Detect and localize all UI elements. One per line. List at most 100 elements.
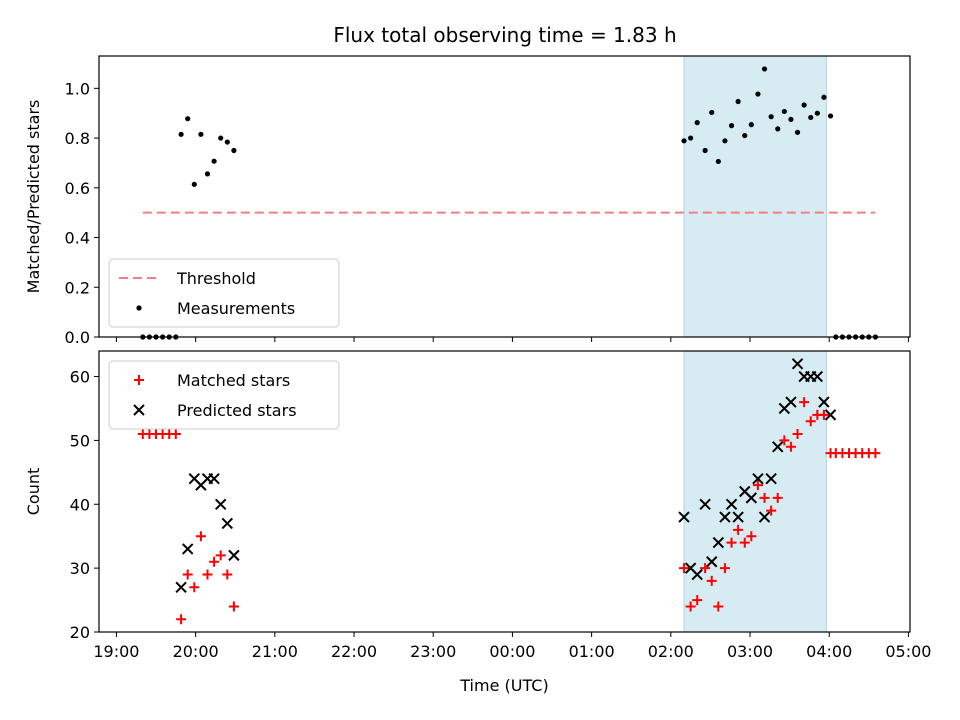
matched-point <box>792 429 803 440</box>
measurement-point <box>715 158 721 165</box>
legend: Matched stars Predicted stars <box>108 360 340 430</box>
y-tick-label: 20 <box>70 623 90 642</box>
y-tick-label: 0.2 <box>65 278 90 297</box>
predicted-point <box>772 441 784 453</box>
matched-point <box>772 492 783 503</box>
matched-point <box>759 492 770 503</box>
y-tick-label: 0.0 <box>65 328 90 347</box>
measurement-point <box>191 181 197 187</box>
predicted-point <box>745 492 758 504</box>
y-tick-label: 0.8 <box>65 129 90 148</box>
matched-point <box>706 575 717 586</box>
predicted-point <box>719 511 731 523</box>
x-tick-label: 03:00 <box>727 642 773 661</box>
predicted-point <box>758 511 771 523</box>
matched-point <box>176 614 187 625</box>
x-tick-label: 00:00 <box>489 642 535 661</box>
matched-point <box>766 505 777 516</box>
measurement-point <box>702 147 708 154</box>
measurement-point <box>688 135 694 141</box>
y-tick-label: 60 <box>70 368 90 387</box>
x-tick-label: 05:00 <box>885 642 931 661</box>
matched-point <box>799 397 810 408</box>
matched-point <box>170 429 181 440</box>
x-tick-label: 22:00 <box>331 642 377 661</box>
axes-frame <box>98 55 911 338</box>
predicted-point <box>181 543 194 555</box>
measurement-point <box>694 120 700 126</box>
measurement-point <box>211 158 217 164</box>
measurement-point <box>801 102 807 108</box>
measurement-point <box>808 114 814 121</box>
predicted-point <box>785 396 797 408</box>
matched-point <box>746 531 757 542</box>
matched-point <box>785 441 796 452</box>
x-tick-label: 04:00 <box>806 642 852 661</box>
measurement-point <box>794 129 801 135</box>
measurement-point <box>178 131 184 137</box>
highlight-band <box>683 55 828 338</box>
highlight-band <box>683 350 828 633</box>
legend-label: Predicted stars <box>177 401 297 420</box>
measurement-point <box>198 131 204 137</box>
y-tick-label: 50 <box>70 431 90 450</box>
predicted-point <box>752 473 764 485</box>
measurement-point <box>681 138 687 144</box>
x-tick-label: 19:00 <box>93 642 139 661</box>
predicted-point <box>811 370 824 383</box>
legend-label: Matched stars <box>177 371 290 390</box>
predicted-point <box>706 556 718 568</box>
y-tick-label: 0.4 <box>65 229 90 248</box>
y-axis-label: Matched/Predicted stars <box>24 100 43 294</box>
predicted-point <box>699 498 711 510</box>
matched-point <box>182 569 193 580</box>
measurement-point <box>775 126 781 132</box>
predicted-point <box>208 473 220 485</box>
matched-point <box>805 416 816 427</box>
axes-frame <box>98 350 911 633</box>
series-matched-stars <box>137 397 881 625</box>
matched-point <box>733 524 744 535</box>
matched-point <box>202 569 213 580</box>
predicted-point <box>818 396 830 408</box>
matched-point <box>222 569 233 580</box>
matched-point <box>818 409 829 420</box>
bottom-panel: 20 30 40 50 60 19:00 20:00 21:00 22:00 23:00 00:00… <box>24 350 931 695</box>
predicted-point <box>725 498 738 510</box>
matched-point <box>679 563 690 574</box>
predicted-point <box>824 409 837 421</box>
legend-label: Measurements <box>177 299 295 318</box>
measurement-point <box>231 147 237 154</box>
measurement-point <box>781 108 787 115</box>
y-tick-label: 1.0 <box>65 79 90 98</box>
matched-point <box>726 537 737 548</box>
measurement-point <box>709 109 715 116</box>
legend-matched-handle <box>134 375 144 385</box>
predicted-point <box>691 568 703 581</box>
measurement-point <box>788 116 794 123</box>
measurement-point <box>722 138 728 144</box>
legend-predicted-handle <box>133 404 145 416</box>
chart-title: Flux total observing time = 1.83 h <box>333 23 676 47</box>
measurement-point <box>742 132 748 139</box>
predicted-point <box>214 498 227 510</box>
x-axis-label: Time (UTC) <box>459 676 548 695</box>
predicted-point <box>712 536 725 549</box>
measurement-point <box>821 94 827 100</box>
measurement-point <box>827 113 834 119</box>
x-tick-label: 01:00 <box>569 642 615 661</box>
legend-measurement-handle <box>136 305 142 311</box>
matched-point <box>215 550 226 561</box>
measurement-point <box>218 135 224 141</box>
measurement-point <box>768 114 774 120</box>
matched-point <box>195 531 206 542</box>
measurement-point <box>728 123 735 129</box>
y-tick-label: 0.6 <box>65 179 90 198</box>
measurement-point <box>735 98 741 105</box>
x-tick-label: 21:00 <box>252 642 298 661</box>
x-tick-label: 23:00 <box>410 642 456 661</box>
matched-point <box>228 601 239 612</box>
measurement-point <box>185 116 191 122</box>
matched-point <box>692 595 703 606</box>
